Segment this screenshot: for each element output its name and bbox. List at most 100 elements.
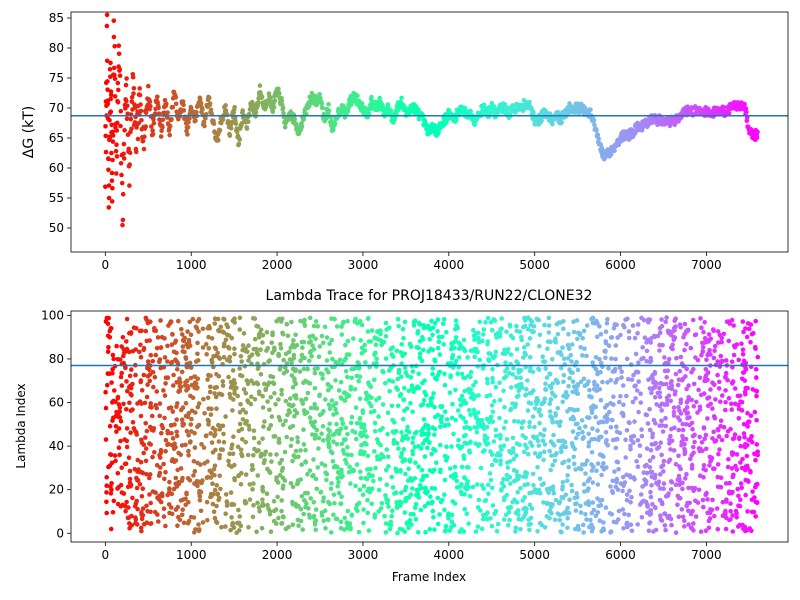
dg-point [281,111,286,116]
lambda-point [457,484,463,489]
lambda-point [117,409,122,414]
lambda-point [263,387,268,393]
lambda-point [537,332,543,338]
lambda-point [400,353,405,359]
lambda-point [384,447,390,452]
dg-point [282,125,288,130]
lambda-point [521,515,526,520]
lambda-point [729,450,735,455]
lambda-point [403,370,409,375]
lambda-point [250,487,255,492]
lambda-point [398,469,403,474]
lambda-point [555,331,561,337]
lambda-point [281,357,287,363]
dg-point [112,44,117,49]
lambda-point [635,438,641,443]
lambda-point [301,442,307,447]
lambda-point [163,523,168,529]
lambda-point [649,390,654,396]
lambda-point [711,355,717,361]
lambda-point [249,378,254,384]
lambda-point [154,345,160,351]
lambda-point [380,402,386,407]
lambda-point [319,461,325,467]
lambda-point [125,484,131,490]
lambda-point [430,371,435,377]
lambda-point [510,335,516,341]
lambda-point [324,477,329,483]
lambda-point [718,353,724,359]
lambda-point [340,421,346,427]
lambda-point [444,444,449,450]
lambda-point [541,449,547,455]
lambda-point [744,453,750,459]
lambda-point [188,393,193,399]
lambda-point [324,367,329,372]
lambda-point [467,448,472,454]
lambda-point [305,366,310,372]
lambda-point [446,511,451,516]
lambda-point [339,475,344,480]
lambda-point [301,408,307,413]
lambda-point [590,480,596,485]
lambda-point [339,470,344,475]
lambda-point [365,316,371,322]
lambda-point [646,528,652,534]
lambda-point [289,373,295,378]
lambda-point [624,356,630,362]
lambda-point [325,517,331,522]
lambda-point [278,318,284,323]
lambda-point [274,452,279,457]
lambda-point [629,528,635,534]
lambda-point [152,450,157,455]
lambda-point [377,457,383,462]
lambda-point [285,412,290,418]
lambda-point [395,530,400,536]
lambda-point [246,525,251,530]
lambda-point [230,408,235,413]
lambda-point [533,399,539,404]
lambda-point [691,381,697,387]
lambda-point [157,452,162,458]
lambda-point [272,347,277,353]
dg-point [137,92,143,98]
lambda-point [141,521,147,527]
lambda-point [548,414,553,419]
lambda-point [229,464,234,470]
lambda-point [366,380,371,386]
lambda-point [171,486,177,492]
dg-point [742,101,747,107]
lambda-point [541,433,546,438]
lambda-point [487,471,493,476]
lambda-point [167,479,172,485]
lambda-point [369,486,375,492]
lambda-point [214,483,220,488]
lambda-point [163,375,169,381]
lambda-point [586,499,591,504]
lambda-point [523,470,528,475]
lambda-point [455,325,461,331]
lambda-point [410,451,416,457]
lambda-point [595,428,600,433]
lambda-point [734,467,740,472]
lambda-point [506,509,512,515]
lambda-point [570,379,576,384]
lambda-point [589,528,595,534]
lambda-point [423,529,428,535]
lambda-point [587,415,592,421]
lambda-point [530,414,536,419]
lambda-point [521,474,526,480]
lambda-point [177,388,183,394]
lambda-point [671,405,677,410]
dg-point [104,58,110,64]
lambda-point [313,527,319,532]
lambda-point [573,435,579,441]
lambda-point [493,385,499,390]
dg-point [331,127,336,132]
lambda-point [361,484,367,489]
lambda-point [537,476,543,482]
lambda-point [748,413,754,419]
dg-point [108,96,113,102]
lambda-point [589,394,594,400]
dg-point [388,108,394,113]
